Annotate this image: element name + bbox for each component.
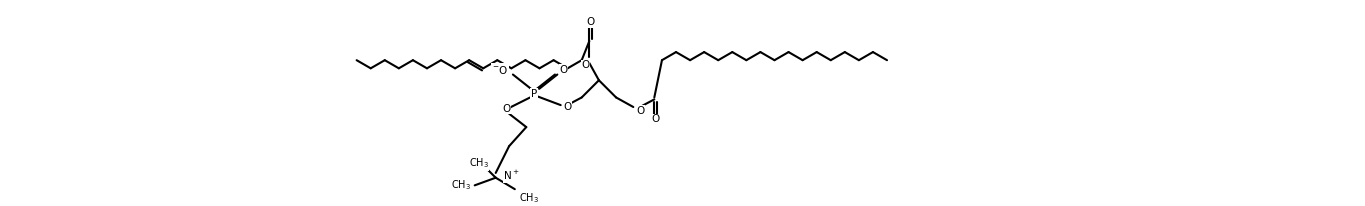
Text: CH$_3$: CH$_3$ xyxy=(468,157,489,171)
Text: O: O xyxy=(564,102,572,112)
Text: CH$_3$: CH$_3$ xyxy=(450,178,471,192)
Text: CH$_3$: CH$_3$ xyxy=(519,191,539,205)
Text: O: O xyxy=(581,60,590,70)
Text: O: O xyxy=(651,114,659,124)
Text: N$^+$: N$^+$ xyxy=(504,169,520,182)
Text: O: O xyxy=(560,65,568,75)
Text: $^{-}$O: $^{-}$O xyxy=(491,64,508,76)
Text: O: O xyxy=(502,104,511,114)
Text: O: O xyxy=(636,106,644,116)
Text: P: P xyxy=(531,89,536,99)
Text: O: O xyxy=(586,17,594,27)
